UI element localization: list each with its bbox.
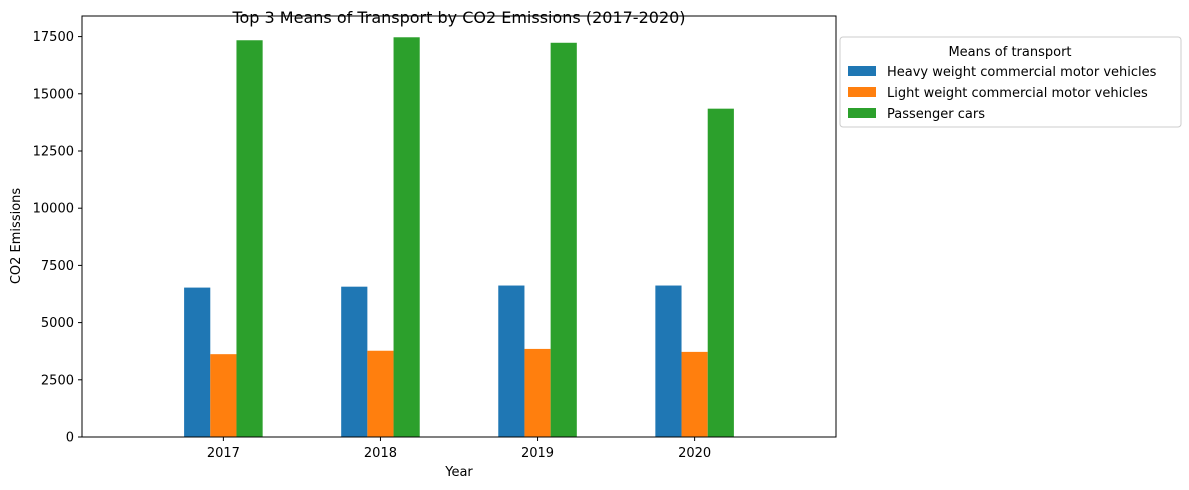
bar-2018-series-2 [393, 37, 420, 437]
bar-2019-series-0 [498, 285, 525, 437]
legend-swatch [848, 108, 876, 118]
bars-group [184, 37, 734, 437]
legend-entry-label: Light weight commercial motor vehicles [887, 86, 1148, 101]
y-tick-label: 12500 [33, 144, 74, 159]
legend-items: Heavy weight commercial motor vehicles Li… [848, 65, 1157, 122]
bar-2020-series-1 [681, 351, 708, 437]
x-axis-label: Year [444, 465, 473, 480]
y-axis-label: CO2 Emissions [9, 188, 24, 285]
bar-2020-series-2 [707, 108, 734, 437]
y-tick-label: 7500 [41, 259, 74, 274]
y-tick-label: 10000 [33, 202, 74, 217]
legend-entry-label: Heavy weight commercial motor vehicles [887, 65, 1157, 80]
x-tick-label: 2019 [521, 446, 554, 461]
y-tick-label: 15000 [33, 87, 74, 102]
bar-2018-series-0 [341, 286, 368, 437]
bar-2017-series-2 [236, 40, 263, 437]
bar-2019-series-2 [550, 42, 577, 437]
x-tick-label: 2018 [364, 446, 397, 461]
bar-2017-series-0 [184, 287, 211, 437]
bar-2020-series-0 [655, 285, 682, 437]
x-axis-ticks: 2017 2018 2019 2020 [207, 437, 711, 461]
legend-box [839, 36, 1182, 128]
y-axis-ticks: 0 2500 5000 7500 10000 12500 15000 17500 [33, 30, 82, 446]
legend: Means of transport Heavy weight commerci… [839, 36, 1182, 128]
x-tick-label: 2020 [678, 446, 711, 461]
x-tick-label: 2017 [207, 446, 240, 461]
y-tick-label: 17500 [33, 30, 74, 45]
bar-2017-series-1 [210, 354, 237, 437]
bar-2019-series-1 [524, 348, 551, 437]
y-tick-label: 2500 [41, 373, 74, 388]
y-tick-label: 5000 [41, 316, 74, 331]
plot-frame [81, 15, 837, 438]
chart-title: Top 3 Means of Transport by CO2 Emission… [231, 8, 685, 27]
bar-2018-series-1 [367, 350, 394, 437]
legend-entry-label: Passenger cars [887, 107, 985, 122]
legend-title: Means of transport [948, 45, 1071, 60]
y-tick-label: 0 [66, 431, 74, 446]
legend-swatch [848, 66, 876, 76]
legend-swatch [848, 87, 876, 97]
